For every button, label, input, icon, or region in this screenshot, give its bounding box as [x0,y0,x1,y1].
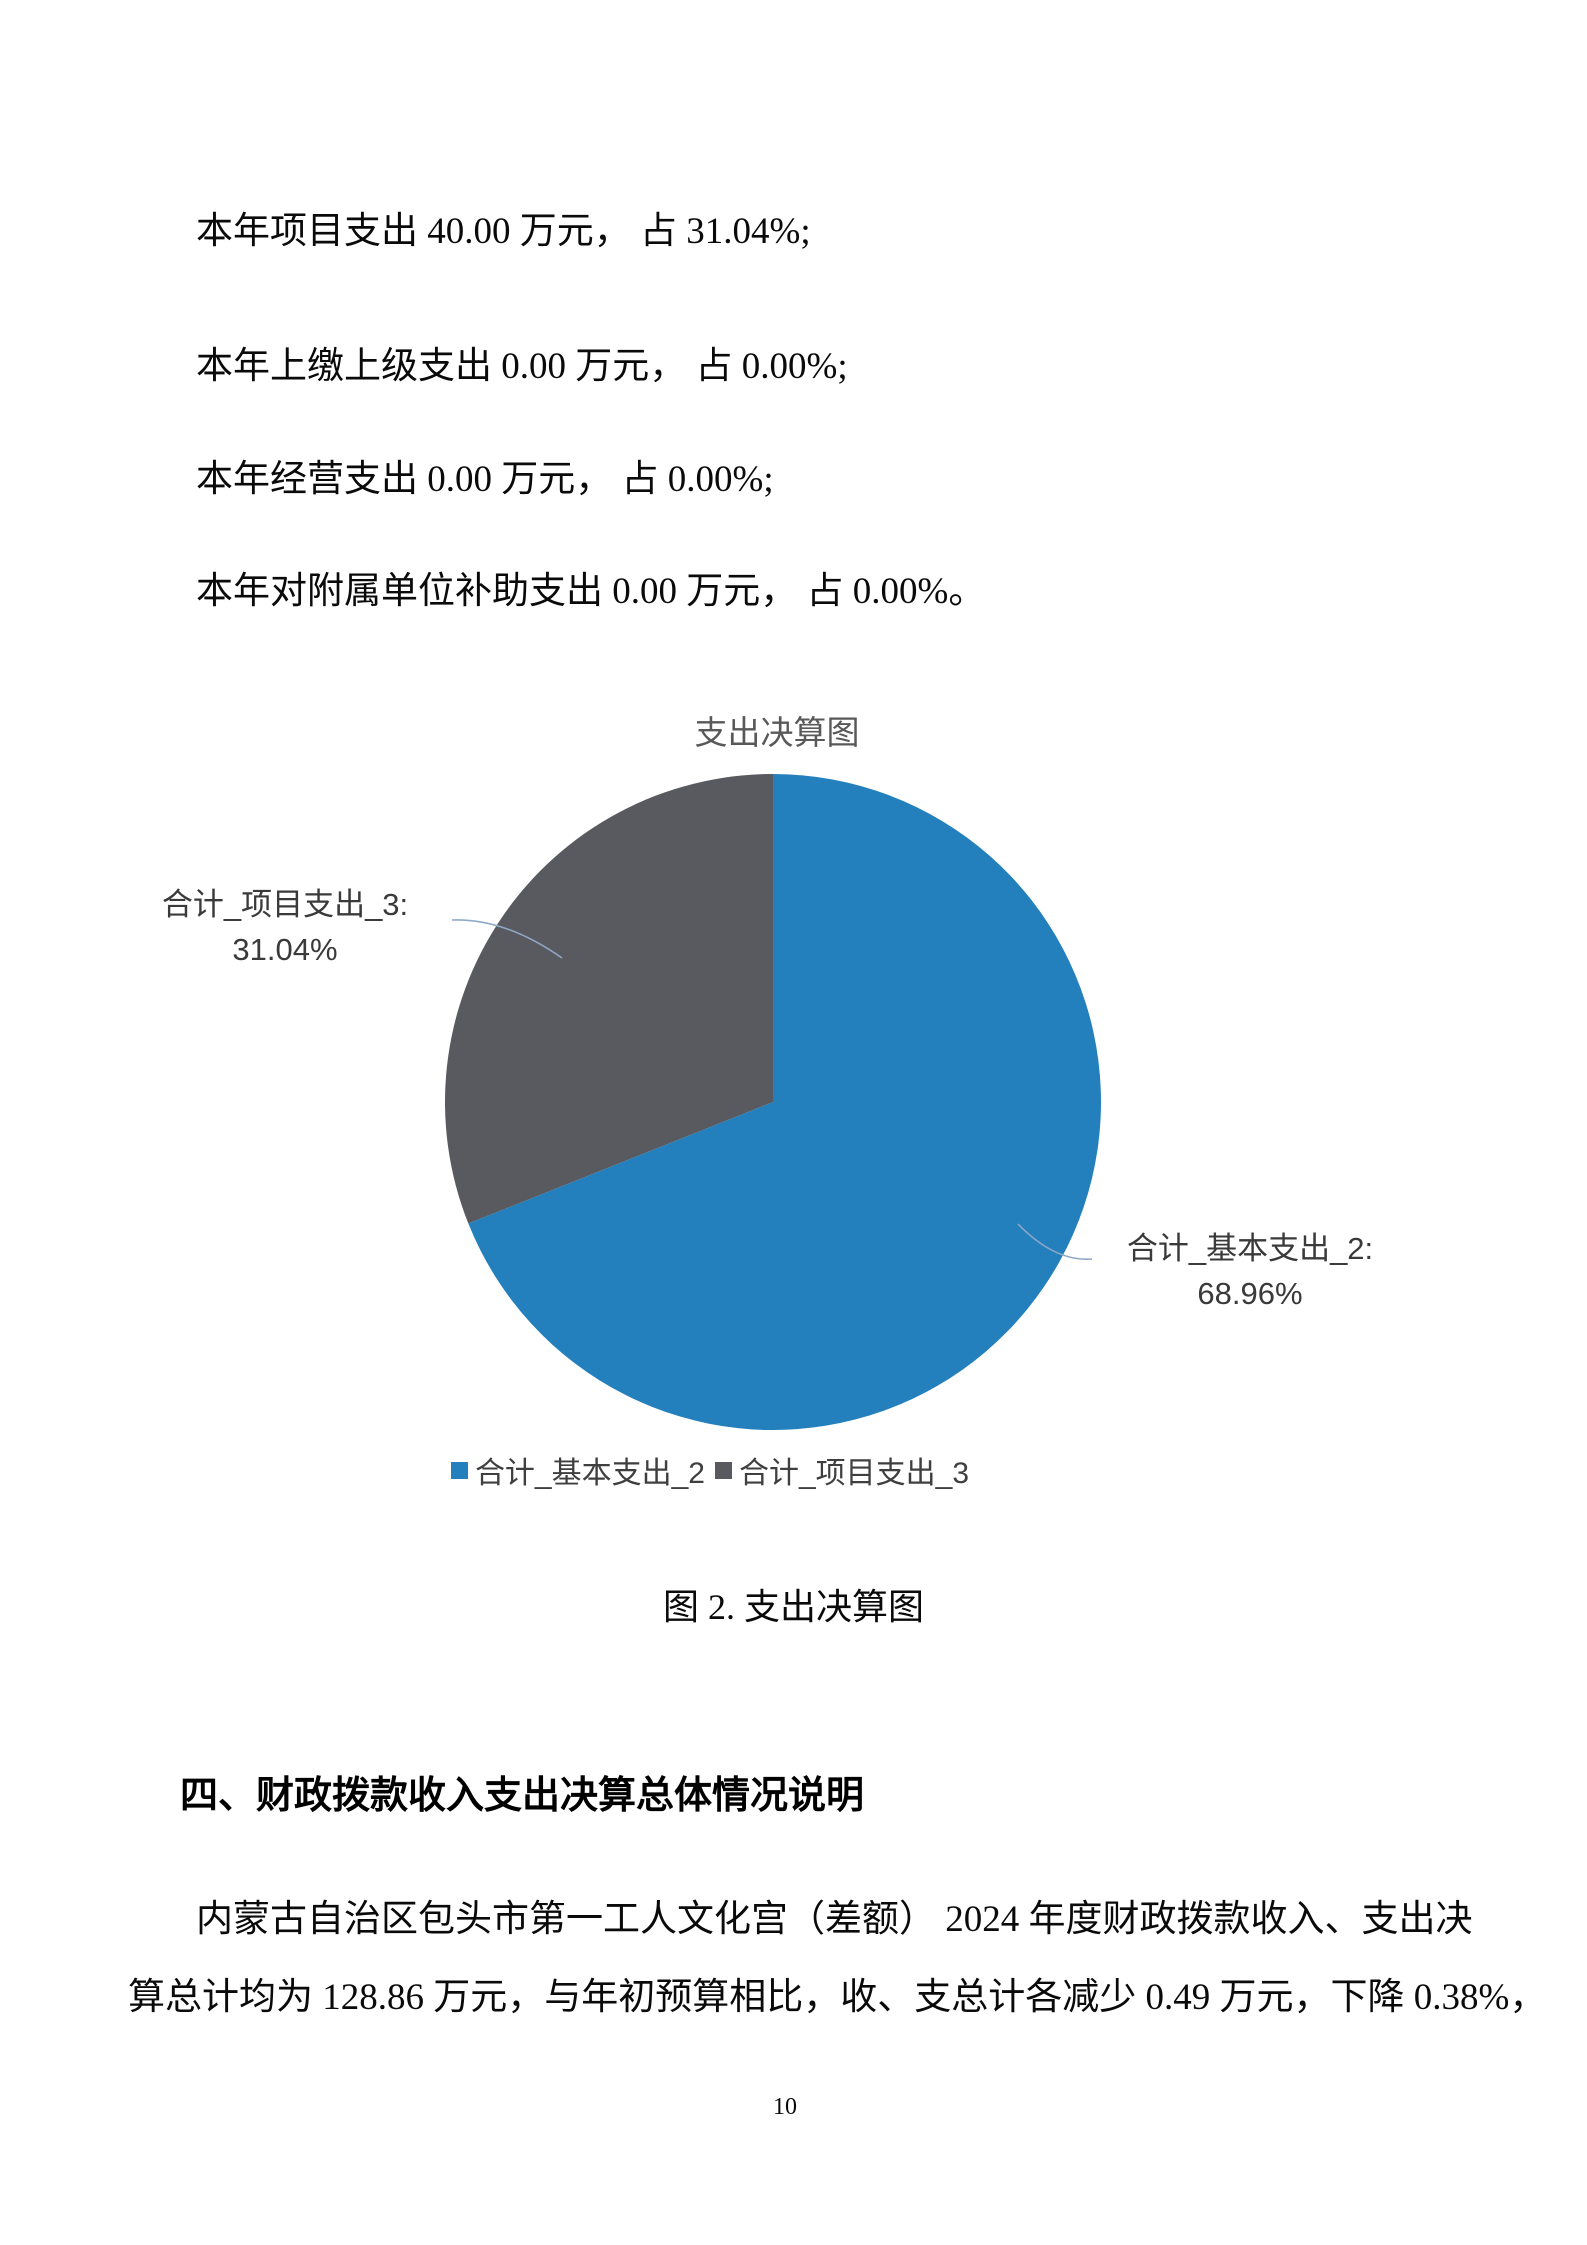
legend-item-project: 合计_项目支出_3 [715,1448,969,1492]
body-text-line: 本年上缴上级支出 0.00 万元， 占 0.00%; [196,346,848,387]
chart-title: 支出决算图 [694,714,860,751]
paragraph-line: 内蒙古自治区包头市第一工人文化宫（差额） 2024 年度财政拨款收入、支出决 [196,1899,1473,1940]
pie-label-basic-expenditure: 合计_基本支出_2: 68.96% [1080,1226,1420,1316]
paragraph-line: 算总计均为 128.86 万元，与年初预算相比，收、支总计各减少 0.49 万元… [128,1977,1547,2018]
leader-line-basic [1017,1223,1093,1260]
page-number: 10 [773,2094,797,2120]
pie-svg [445,774,1102,1430]
pie-slice-1 [445,774,773,1224]
pie-label-percent: 31.04% [232,932,338,967]
body-text-line: 本年对附属单位补助支出 0.00 万元， 占 0.00%。 [196,571,986,612]
legend-swatch-basic [450,1461,468,1479]
expenditure-pie-chart: 支出决算图 合计_项目支出_3: 31.04% 合计_基本支出_2: 68.96… [0,690,1587,1510]
chart-legend: 合计_基本支出_2 合计_项目支出_3 [0,1448,1420,1492]
figure-caption: 图 2. 支出决算图 [662,1587,924,1627]
leader-line-project [451,919,563,959]
pie-label-title: 合计_项目支出_3: [161,887,409,922]
legend-swatch-project [715,1461,732,1479]
legend-item-basic: 合计_基本支出_2 [450,1448,705,1492]
pie-label-percent: 68.96% [1197,1276,1303,1311]
pie-slice-0 [468,774,1102,1430]
body-text-line: 本年项目支出 40.00 万元， 占 31.04%; [196,211,811,252]
pie-label-title: 合计_基本支出_2: [1126,1231,1374,1266]
body-text-line: 本年经营支出 0.00 万元， 占 0.00%; [196,459,774,500]
pie-label-project-expenditure: 合计_项目支出_3: 31.04% [110,882,460,972]
legend-label: 合计_项目支出_3 [739,1457,970,1490]
legend-label: 合计_基本支出_2 [474,1457,705,1490]
section-heading: 四、财政拨款收入支出决算总体情况说明 [180,1775,865,1817]
